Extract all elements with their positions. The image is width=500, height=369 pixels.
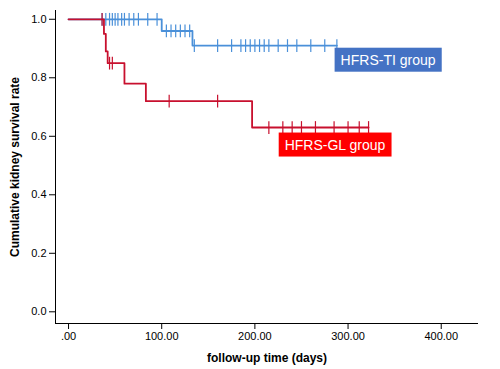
svg-text:follow-up time (days): follow-up time (days) [207,351,327,365]
svg-text:300.00: 300.00 [331,330,365,342]
svg-text:0.4: 0.4 [31,188,46,200]
svg-text:100.00: 100.00 [145,330,179,342]
svg-text:HFRS-GL group: HFRS-GL group [285,137,386,153]
svg-text:0.0: 0.0 [31,305,46,317]
svg-text:.00: .00 [61,330,76,342]
svg-text:HFRS-TI group: HFRS-TI group [341,52,436,68]
svg-text:0.2: 0.2 [31,247,46,259]
svg-text:1.0: 1.0 [31,13,46,25]
svg-text:0.6: 0.6 [31,130,46,142]
svg-text:Cumulative kidney survival rat: Cumulative kidney survival rate [8,77,22,257]
svg-text:200.00: 200.00 [238,330,272,342]
svg-text:400.00: 400.00 [424,330,458,342]
svg-text:0.8: 0.8 [31,71,46,83]
